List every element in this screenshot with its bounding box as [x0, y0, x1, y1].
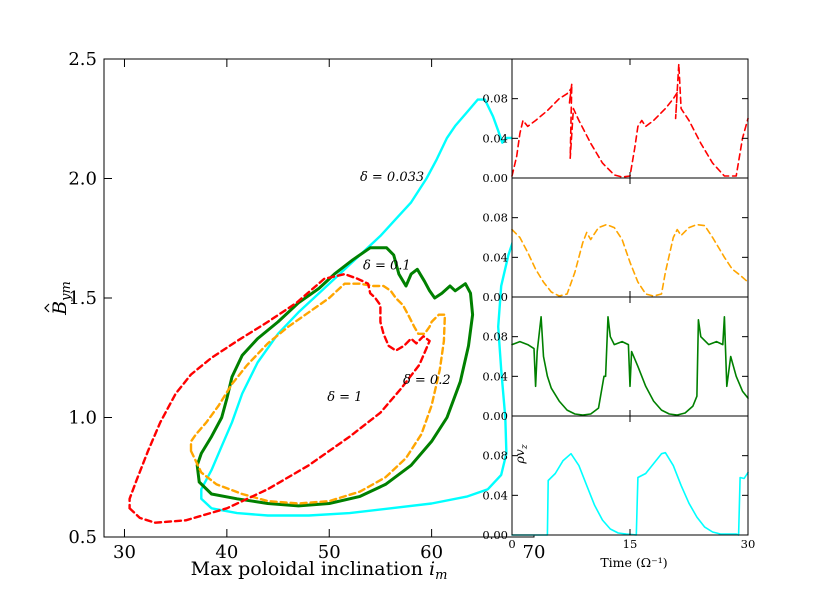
panel-y-tick-label: 0.08 [482, 211, 508, 225]
series-line-0 [511, 223, 749, 297]
panel-background [512, 297, 748, 416]
time-series-panels: 0.000.040.080.000.040.080.000.040.080.00… [482, 58, 756, 570]
time-series-panel-4: 0.00 0.04 0.08 0 15 30 Time (Ω⁻¹) ρvz [482, 415, 756, 570]
panel-y-tick-label: 0.00 [482, 409, 508, 423]
x-tick-label: 40 [215, 542, 238, 563]
x-tick-label: 70 [523, 542, 546, 563]
panel-background [512, 59, 748, 178]
panel-y-tick-label: 0.08 [482, 92, 508, 106]
panel-y-axis-title-text: ρvz [512, 444, 530, 464]
panel-y-tick-label: 0.08 [482, 330, 508, 344]
series-annotation-2: δ = 0.2 [403, 373, 451, 388]
x-tick-label: 30 [113, 542, 136, 563]
panel-x-tick-label: 0 [508, 537, 515, 551]
y-tick-label: 2.0 [68, 169, 97, 190]
series-annotation-3: δ = 1 [327, 390, 362, 405]
panel-y-tick-label: 0.04 [482, 250, 508, 264]
panel-x-tick-label: 15 [623, 537, 638, 551]
x-tick-label: 50 [318, 542, 341, 563]
y-axis-title-text: Bym [49, 281, 74, 316]
y-tick-label: 1.0 [68, 408, 97, 429]
y-tick-label: 2.5 [68, 49, 97, 70]
panel-y-tick-label: 0.04 [482, 488, 508, 502]
series-line-2 [189, 282, 447, 505]
panel-y-tick-label: 0.04 [482, 369, 508, 383]
panel-x-axis-title: Time (Ω⁻¹) [600, 555, 667, 570]
series-line-0 [511, 316, 749, 416]
y-axis-title-hat [44, 303, 50, 313]
panel-x-tick-label: 30 [741, 537, 756, 551]
panel-y-tick-label: 0.08 [482, 449, 508, 463]
y-axis-title: Bym [44, 281, 74, 316]
series-annotation-0: δ = 0.033 [360, 170, 424, 185]
main-plot-panel: 30 40 50 60 70 0.5 1.0 1.5 2.0 2.5 Max poloidal in… [44, 49, 546, 583]
panel-y-tick-label: 0.04 [482, 131, 508, 145]
y-tick-label: 0.5 [68, 527, 97, 548]
x-tick-label: 60 [420, 542, 443, 563]
y-tick-label: 1.5 [68, 288, 97, 309]
panel-background [512, 178, 748, 297]
series-line-0 [200, 98, 528, 517]
time-series-panel-1: 0.00 0.04 0.08 [482, 58, 749, 185]
x-axis-title: Max poloidal inclination im [191, 558, 448, 583]
time-series-panel-2: 0.00 0.04 0.08 [482, 177, 749, 304]
series-line-0 [511, 63, 749, 178]
series-line-1 [195, 246, 475, 508]
series-line-3 [128, 272, 431, 524]
panel-y-tick-label: 0.00 [482, 171, 508, 185]
time-series-panel-3: 0.00 0.04 0.08 [482, 296, 749, 423]
panel-y-tick-label: 0.00 [482, 528, 508, 542]
panel-y-axis-title: ρvz [512, 444, 530, 464]
series-line-0 [511, 451, 749, 536]
panel-background [512, 416, 748, 535]
series-annotation-1: δ = 0.1 [363, 258, 411, 273]
panel-y-tick-label: 0.00 [482, 290, 508, 304]
